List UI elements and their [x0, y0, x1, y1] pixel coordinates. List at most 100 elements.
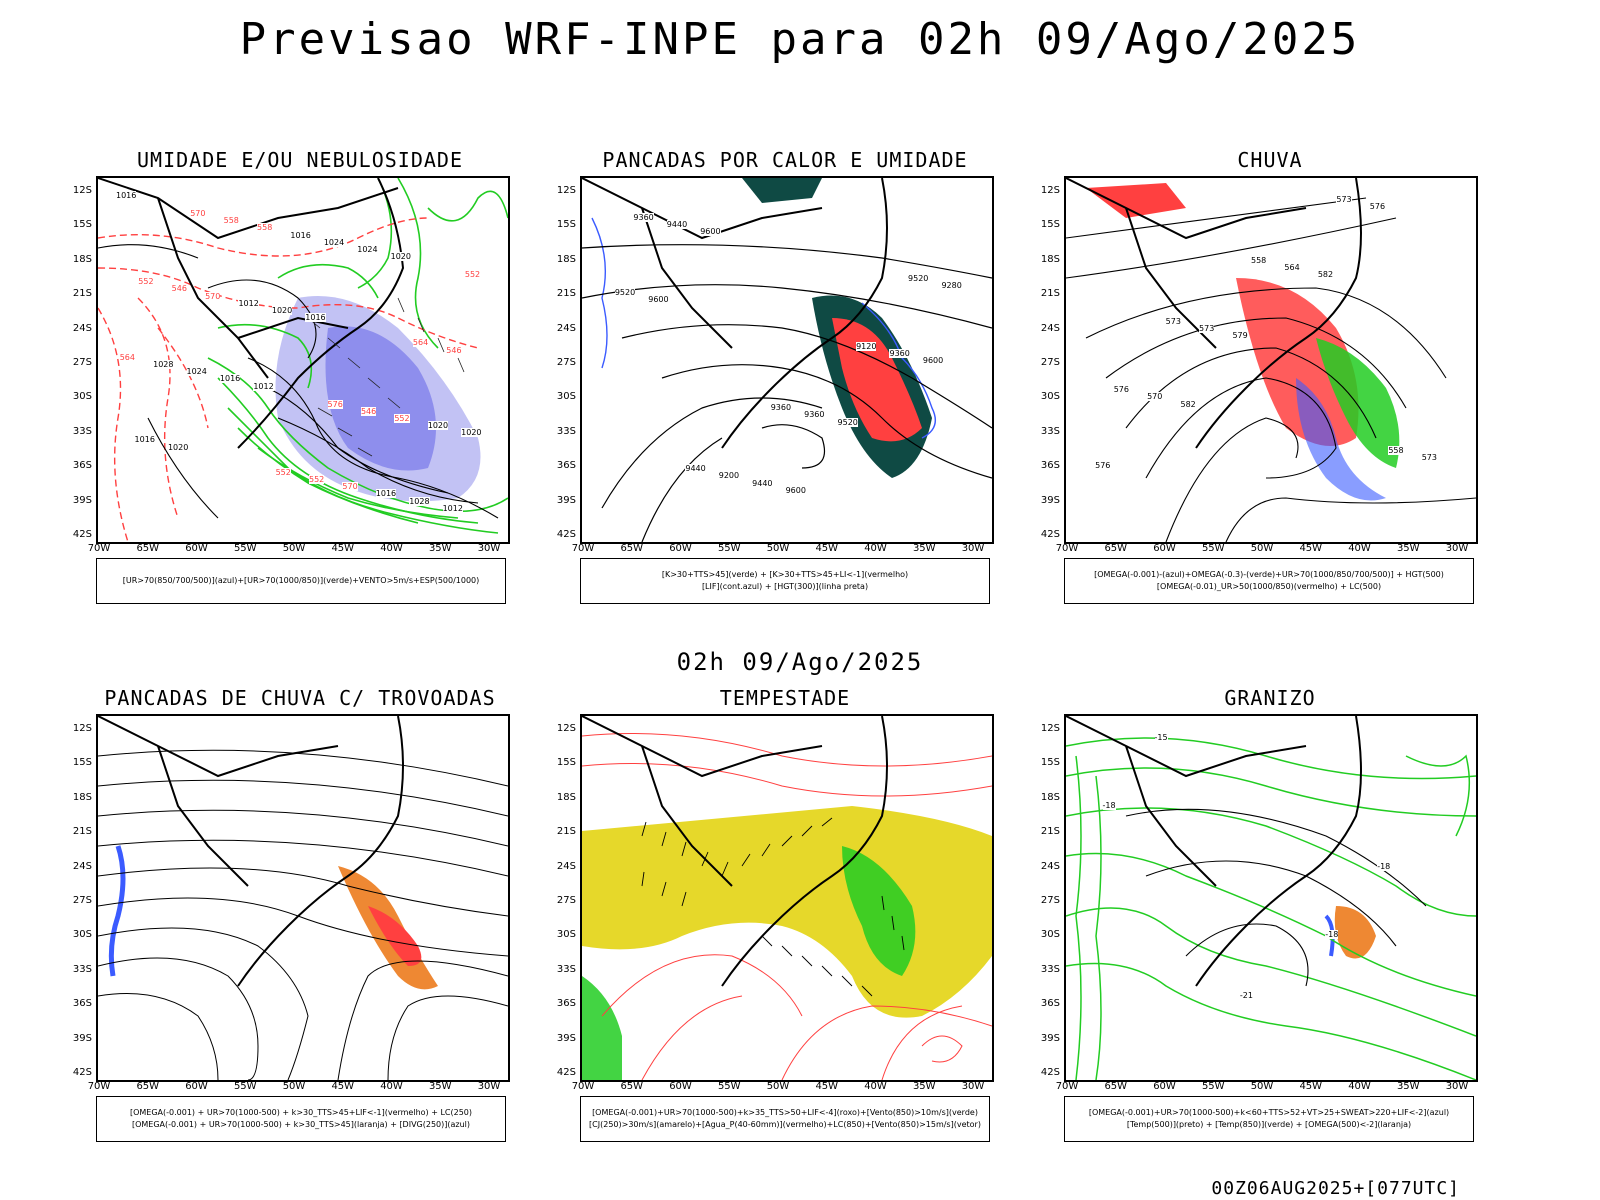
red-thickness-contours	[98, 217, 479, 542]
contour-value-label: 570	[342, 482, 358, 492]
contour-value-label: 573	[1199, 324, 1215, 334]
lat-tick-label: 39S	[72, 494, 92, 506]
lon-tick-label: 40W	[1348, 1081, 1371, 1092]
teal-top-patch	[742, 178, 822, 203]
lat-tick-label: 36S	[1040, 998, 1060, 1010]
contour-value-label: 9120	[856, 342, 877, 351]
lat-tick-label: 27S	[556, 357, 576, 368]
map-umidade-svg	[98, 178, 508, 542]
blue-rain-area	[1296, 378, 1386, 501]
lat-tick-label: 27S	[72, 357, 92, 368]
contour-value-label: -21	[1239, 991, 1253, 1001]
panel-title-umidade: UMIDADE E/OU NEBULOSIDADE	[136, 148, 464, 172]
contour-value-label: 546	[446, 345, 462, 355]
lat-tick-label: 30S	[556, 929, 576, 941]
lon-tick-label: 50W	[1250, 1081, 1274, 1092]
contour-value-label: 9360	[633, 212, 654, 222]
lon-tick-label: 70W	[571, 1081, 595, 1092]
lat-tick-label: 24S	[556, 860, 576, 872]
lon-tick-label: 60W	[669, 543, 692, 554]
lon-tick-label: 65W	[620, 1081, 644, 1092]
lon-tick-label: 40W	[380, 543, 403, 554]
lat-tick-label: 12S	[1040, 723, 1060, 734]
lif-contours	[591, 217, 936, 439]
lon-tick-label: 45W	[815, 543, 839, 554]
contour-value-label: 1016	[134, 435, 155, 445]
lat-tick-label: 12S	[72, 723, 92, 734]
lon-tick-label: 65W	[136, 543, 160, 554]
contour-value-label: 582	[1180, 399, 1196, 409]
panel-title-granizo: GRANIZO	[1224, 686, 1316, 710]
legend-granizo: [OMEGA(-0.001)+UR>70(1000-500)+k<60+TTS>…	[1064, 1096, 1474, 1142]
contour-value-label: 1020	[271, 306, 293, 316]
lon-tick-label: 30W	[1445, 1081, 1469, 1092]
contour-value-label: 9600	[648, 295, 669, 305]
orange-omega-area	[1334, 906, 1376, 959]
lat-tick-label: 30S	[1040, 929, 1060, 941]
lon-tick-label: 45W	[815, 1081, 839, 1092]
lat-tick-label: 42S	[1040, 529, 1060, 540]
panel-title-tempestade: TEMPESTADE	[719, 686, 851, 710]
contour-value-label: 1012	[253, 381, 274, 391]
contour-value-label: 1012	[442, 503, 463, 513]
contour-value-label: 579	[1232, 331, 1248, 341]
lat-tick-label: 21S	[556, 826, 576, 838]
contour-value-label: 573	[1165, 316, 1181, 326]
lon-tick-label: 35W	[1396, 1081, 1420, 1092]
lat-tick-label: 27S	[1040, 895, 1060, 906]
coastline-borders	[1066, 716, 1362, 987]
temp850-contours	[1066, 737, 1476, 1080]
contour-value-label: 9520	[908, 273, 929, 283]
contour-value-label: 576	[1095, 460, 1111, 470]
streamlines	[98, 749, 508, 1080]
map-tempestade[interactable]	[580, 714, 994, 1082]
contour-value-label: 570	[190, 208, 206, 218]
lat-tick-label: 18S	[72, 791, 92, 803]
contour-value-label: 546	[171, 284, 187, 294]
contour-value-label: 9200	[718, 471, 740, 481]
contour-value-label: 1020	[461, 428, 482, 438]
lon-tick-label: 50W	[766, 1081, 790, 1092]
legend-pancadas-calor: [K>30+TTS>45](verde) + [K>30+TTS>45+LI<-…	[580, 558, 990, 604]
contour-value-label: 9360	[770, 403, 792, 413]
coastline-borders	[1066, 178, 1362, 449]
lon-tick-label: 50W	[282, 543, 306, 554]
panel-title-pancadas-trovoadas: PANCADAS DE CHUVA C/ TROVOADAS	[104, 686, 496, 710]
middle-date-label: 02h 09/Ago/2025	[676, 648, 924, 676]
lat-tick-label: 33S	[556, 963, 576, 975]
lon-tick-label: 60W	[669, 1081, 692, 1092]
lat-tick-label: 30S	[72, 391, 92, 403]
red-patch-north	[1086, 183, 1186, 218]
isobars	[98, 244, 499, 519]
lat-tick-label: 18S	[556, 791, 576, 803]
contour-value-label: 570	[1147, 392, 1163, 402]
lon-tick-label: 70W	[1055, 543, 1079, 554]
map-granizo[interactable]	[1064, 714, 1478, 1082]
contour-value-label: 1028	[153, 359, 174, 369]
contour-value-label: 1016	[116, 191, 137, 200]
lat-tick-label: 21S	[556, 288, 576, 300]
lat-tick-label: 15S	[72, 219, 92, 231]
lat-tick-label: 36S	[556, 998, 576, 1010]
lat-tick-label: 12S	[1040, 185, 1060, 196]
contour-value-label: 9280	[941, 280, 962, 290]
lat-tick-label: 42S	[556, 1067, 576, 1078]
map-pancadas-trovoadas[interactable]	[96, 714, 510, 1082]
lat-tick-label: 42S	[556, 529, 576, 540]
contour-value-label: 582	[1317, 270, 1334, 280]
lat-tick-label: 18S	[1040, 791, 1060, 803]
lat-tick-label: 42S	[72, 1067, 92, 1078]
coastline-borders	[98, 178, 405, 449]
lat-tick-label: 27S	[1040, 357, 1060, 368]
contour-value-label: 9360	[889, 349, 910, 359]
lat-tick-label: 33S	[556, 425, 576, 437]
contour-value-label: 558	[257, 223, 273, 233]
contour-value-label: 1016	[375, 489, 397, 499]
contour-value-label: 9440	[666, 219, 688, 229]
legend-line: [UR>70(850/700/500)](azul)+[UR>70(1000/8…	[122, 576, 480, 585]
legend-tempestade: [OMEGA(-0.001)+UR>70(1000-500)+k>35_TTS>…	[580, 1096, 990, 1142]
map-chuva[interactable]	[1064, 176, 1478, 544]
footer-run-info: 00Z06AUG2025+[077UTC]	[1211, 1178, 1460, 1199]
contour-value-label: 564	[1284, 262, 1300, 272]
contour-value-label: 9600	[700, 226, 721, 236]
